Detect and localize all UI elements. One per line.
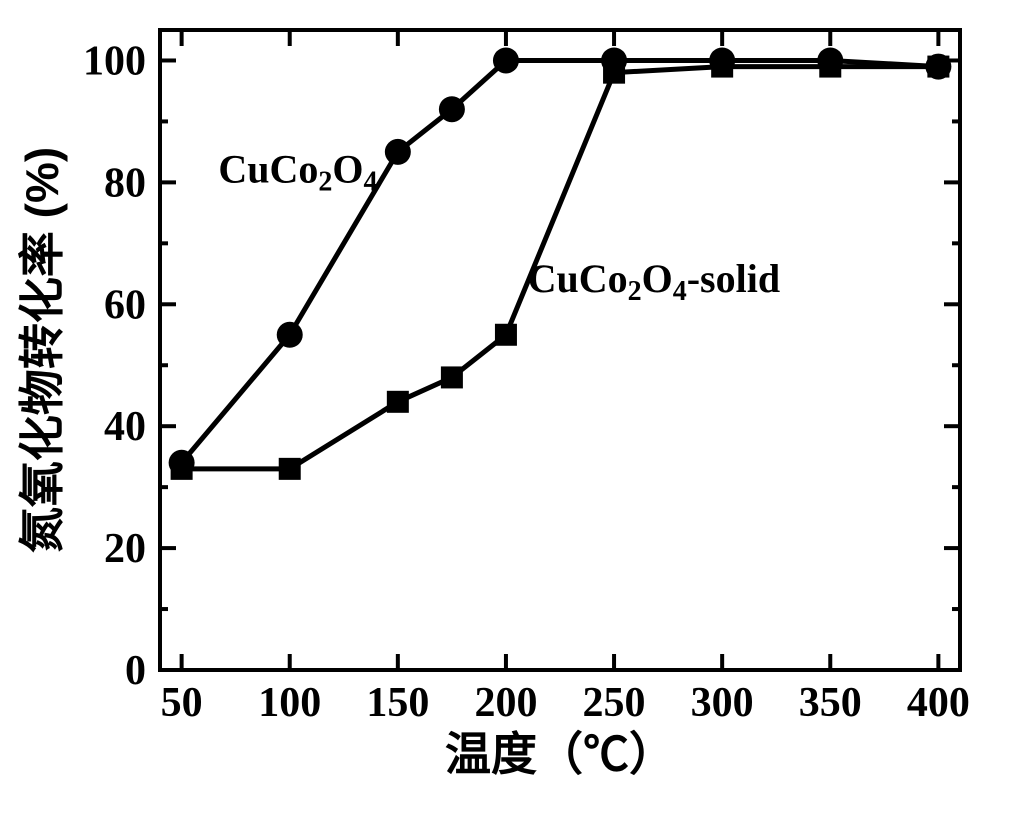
y-tick-label: 20 — [104, 526, 146, 572]
x-tick-label: 100 — [258, 680, 321, 726]
marker-circle — [493, 47, 519, 73]
x-tick-label: 50 — [161, 680, 203, 726]
x-tick-label: 400 — [907, 680, 970, 726]
marker-square — [927, 56, 949, 78]
marker-square — [819, 56, 841, 78]
marker-square — [441, 366, 463, 388]
x-axis-title: 温度（℃） — [445, 728, 675, 780]
marker-circle — [277, 322, 303, 348]
y-tick-label: 60 — [104, 282, 146, 328]
marker-square — [279, 458, 301, 480]
chart-container: 50 100 150 200 250 300 350 400 0 20 40 60 80 100 温度（℃）… — [0, 0, 1023, 825]
marker-square — [495, 324, 517, 346]
line-chart: 50 100 150 200 250 300 350 400 0 20 40 60 80 100 温度（℃）… — [0, 0, 1023, 825]
x-tick-label: 200 — [474, 680, 537, 726]
y-tick-label: 100 — [83, 38, 146, 84]
y-axis-title: 氮氧化物转化率 (%) — [16, 147, 68, 553]
x-tick-label: 250 — [583, 680, 646, 726]
y-tick-label: 0 — [125, 648, 146, 694]
y-tick-label: 80 — [104, 160, 146, 206]
x-tick-label: 350 — [799, 680, 862, 726]
marker-circle — [385, 139, 411, 165]
x-tick-label: 300 — [691, 680, 754, 726]
marker-square — [171, 458, 193, 480]
series-label: CuCo2O4 — [218, 146, 377, 197]
y-tick-label: 40 — [104, 404, 146, 450]
marker-square — [711, 56, 733, 78]
marker-square — [387, 391, 409, 413]
series-label: CuCo2O4-solid — [528, 256, 781, 307]
x-tick-label: 150 — [366, 680, 429, 726]
marker-square — [603, 62, 625, 84]
marker-circle — [439, 96, 465, 122]
